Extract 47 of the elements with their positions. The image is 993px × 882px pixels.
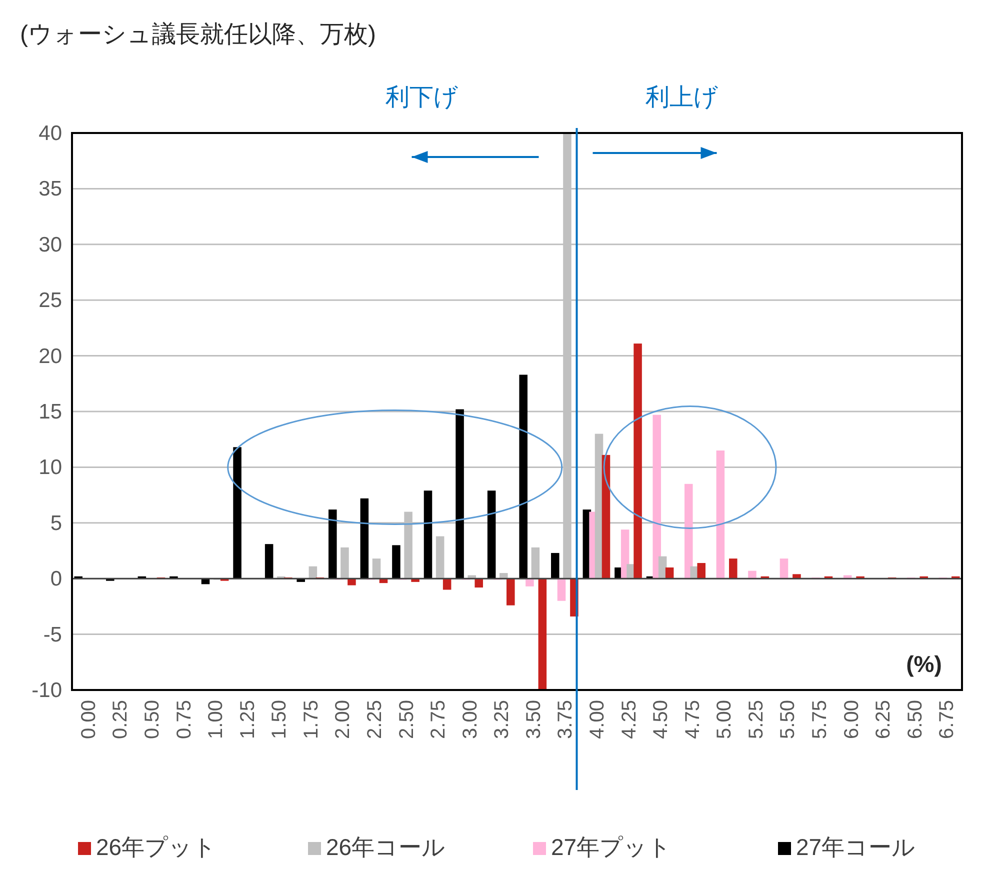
x-tick-label: 2.00 bbox=[332, 700, 354, 739]
legend-label: 27年プット bbox=[551, 834, 672, 860]
x-tick-label: 5.75 bbox=[808, 700, 831, 739]
x-tick-label: 2.50 bbox=[396, 700, 418, 739]
x-tick-label: 0.75 bbox=[173, 700, 196, 739]
x-tick-label: 3.00 bbox=[459, 700, 482, 739]
x-tick-label: 1.25 bbox=[236, 700, 259, 739]
y-tick-label: 10 bbox=[38, 456, 62, 480]
x-tick-label: 5.25 bbox=[745, 700, 768, 739]
text: 利下げ bbox=[385, 84, 458, 111]
x-tick-label: 2.25 bbox=[364, 700, 386, 739]
x-tick-label: 2.75 bbox=[428, 700, 450, 739]
x-tick-label: 3.50 bbox=[522, 700, 545, 739]
legend-label: 26年プット bbox=[96, 834, 217, 860]
x-tick-label: 5.50 bbox=[777, 700, 800, 739]
y-tick-label: -5 bbox=[43, 623, 62, 646]
x-tick-label: 6.00 bbox=[840, 700, 863, 739]
y-tick-label: 0 bbox=[50, 568, 62, 591]
x-tick-label: 0.00 bbox=[78, 700, 100, 739]
x-tick-label: 4.25 bbox=[618, 700, 640, 739]
legend-label: 26年コール bbox=[326, 834, 446, 860]
x-tick-label: 6.75 bbox=[936, 700, 958, 739]
x-tick-label: 3.25 bbox=[491, 700, 514, 739]
x-tick-label: 5.00 bbox=[714, 700, 736, 739]
x-tick-label: 0.25 bbox=[110, 700, 132, 739]
x-tick-label: 6.25 bbox=[872, 700, 895, 739]
legend-label: 27年コール bbox=[796, 834, 916, 860]
x-axis-title: (%) bbox=[906, 651, 942, 677]
x-tick-label: 0.50 bbox=[141, 700, 164, 739]
x-tick-label: 6.50 bbox=[904, 700, 926, 739]
y-tick-label: 35 bbox=[38, 178, 62, 201]
x-tick-label: 4.50 bbox=[650, 700, 672, 739]
y-tick-label: -10 bbox=[32, 679, 62, 702]
x-tick-label: 1.75 bbox=[300, 700, 322, 739]
y-tick-label: 15 bbox=[38, 400, 62, 424]
x-tick-label: 1.00 bbox=[205, 700, 228, 739]
y-tick-label: 30 bbox=[38, 233, 62, 256]
x-tick-label: 4.00 bbox=[586, 700, 608, 739]
x-tick-label: 3.75 bbox=[554, 700, 577, 739]
chart-title: (ウォーシュ議長就任以降、万枚) bbox=[20, 21, 376, 48]
y-tick-label: 40 bbox=[38, 122, 62, 145]
x-tick-label: 1.50 bbox=[268, 700, 291, 739]
y-tick-label: 25 bbox=[38, 289, 62, 312]
y-tick-label: 5 bbox=[50, 512, 62, 535]
text: 利上げ bbox=[645, 84, 718, 111]
y-tick-label: 20 bbox=[38, 344, 62, 368]
x-tick-label: 4.75 bbox=[682, 700, 704, 739]
